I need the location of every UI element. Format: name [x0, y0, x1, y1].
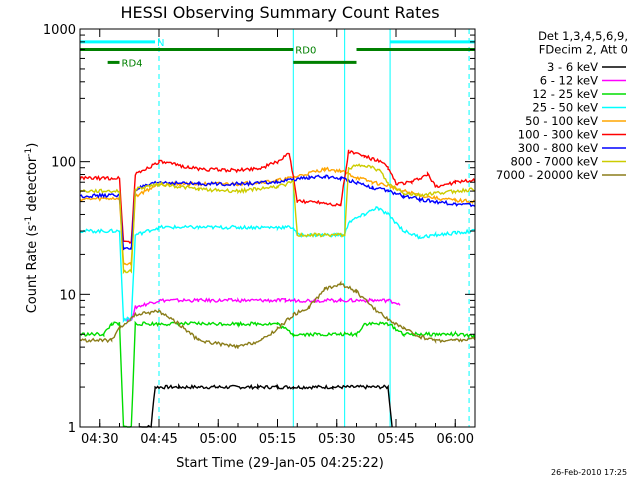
- series-line-25-50kev: [79, 205, 476, 324]
- series-line-100-300kev: [79, 149, 476, 245]
- legend-entry-label: 25 - 50 keV: [532, 101, 598, 115]
- plot-area: N RD0 RD4: [79, 29, 476, 428]
- flag-label-rd4: RD4: [122, 58, 143, 69]
- legend-entry-label: 100 - 300 keV: [518, 128, 598, 142]
- date-stamp: 26-Feb-2010 17:25: [551, 468, 627, 477]
- legend-entry-label: 6 - 12 keV: [540, 74, 598, 88]
- flag-label-rd0: RD0: [295, 46, 316, 57]
- chart-title: HESSI Observing Summary Count Rates: [120, 3, 439, 22]
- flag-label-n: N: [157, 38, 164, 49]
- series-line-3-6kev: [139, 383, 393, 428]
- series-line-6-12kev: [122, 296, 401, 323]
- x-tick-label: 04:45: [140, 432, 177, 447]
- legend-entry-label: 300 - 800 keV: [518, 141, 598, 155]
- series-line-300-800kev: [79, 174, 476, 251]
- legend-entry-label: 50 - 100 keV: [525, 114, 598, 128]
- legend-entry-label: 3 - 6 keV: [547, 60, 598, 74]
- x-tick-label: 05:30: [318, 432, 355, 447]
- x-tick-label: 05:45: [377, 432, 414, 447]
- x-tick-label: 04:30: [81, 432, 118, 447]
- x-tick-label: 05:00: [200, 432, 237, 447]
- legend-entry-label: 12 - 25 keV: [532, 87, 598, 101]
- x-axis-label: Start Time (29-Jan-05 04:25:22): [176, 456, 384, 471]
- series-line-50-100kev: [79, 166, 476, 266]
- y-axis-label: Count Rate (s-1 detector-1): [24, 143, 40, 314]
- y-tick-label: 1: [68, 421, 76, 436]
- y-axis: 1 10 100 1000: [43, 23, 475, 436]
- legend-entry-label: 7000 - 20000 keV: [496, 168, 598, 182]
- y-tick-label: 10: [59, 288, 76, 303]
- series-line-12-25kev: [79, 320, 476, 428]
- series-line-800-7000kev: [79, 163, 476, 275]
- x-tick-label: 05:15: [259, 432, 296, 447]
- y-tick-label: 100: [51, 156, 76, 171]
- legend-header-line: Det 1,3,4,5,6,9,: [538, 29, 628, 43]
- x-tick-label: 06:00: [437, 432, 474, 447]
- legend: Det 1,3,4,5,6,9,FDecim 2, Att 0 3 - 6 keV…: [496, 29, 628, 182]
- legend-entry-label: 800 - 7000 keV: [510, 155, 598, 169]
- y-tick-label: 1000: [43, 23, 76, 38]
- series-line-7000-20000kev: [79, 280, 476, 349]
- legend-header-line: FDecim 2, Att 0: [539, 43, 628, 57]
- x-axis: 04:30 04:45 05:00 05:15 05:30 05:45 06:00: [79, 29, 476, 447]
